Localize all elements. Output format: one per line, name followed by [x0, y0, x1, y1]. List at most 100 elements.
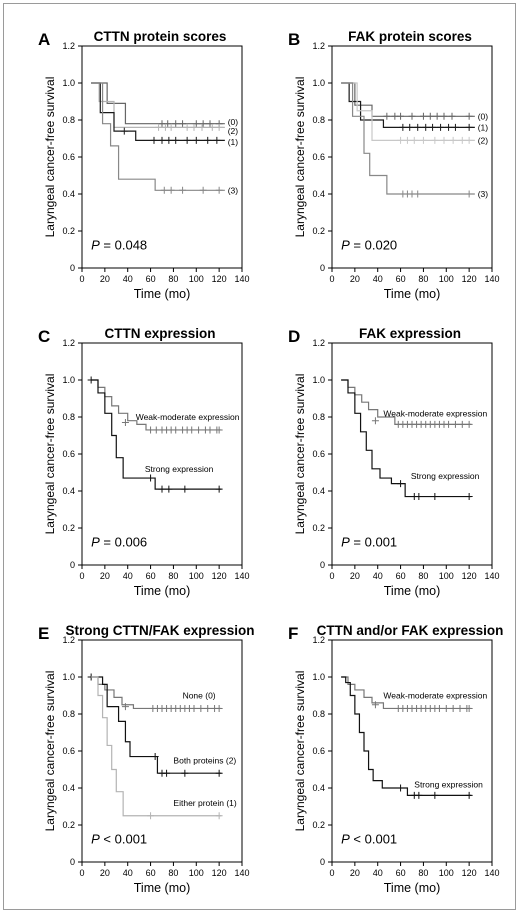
censor-mark [206, 426, 214, 434]
y-tick-label: 0.6 [62, 449, 75, 459]
y-tick-label: 0 [320, 560, 325, 570]
x-tick-label: 100 [189, 868, 204, 878]
censor-mark [408, 112, 416, 120]
series-label: (1) [478, 122, 489, 132]
censor-mark [181, 485, 189, 493]
y-tick-label: 1.0 [62, 672, 75, 682]
y-tick-label: 1.0 [62, 375, 75, 385]
p-value-text: < 0.001 [100, 832, 147, 847]
censor-mark [198, 123, 206, 131]
x-tick-label: 80 [418, 868, 428, 878]
p-value-text: = 0.048 [100, 238, 147, 253]
series-label: (3) [478, 189, 489, 199]
censor-mark [190, 123, 198, 131]
x-tick-label: 80 [418, 571, 428, 581]
x-tick-label: 20 [100, 868, 110, 878]
censor-mark [442, 704, 450, 712]
censor-mark [204, 704, 212, 712]
chart-title: CTTN protein scores [94, 29, 227, 44]
y-tick-label: 0.8 [62, 709, 75, 719]
y-tick-label: 1.2 [312, 635, 325, 645]
chart-svg: F CTTN and/or FAK expression 0 0.2 0.4 0.6 0.8… [288, 623, 504, 895]
x-tick-label: 140 [484, 274, 499, 284]
p-value: P = 0.001 [341, 535, 397, 550]
censor-mark [190, 704, 198, 712]
censor-mark [215, 123, 223, 131]
censor-mark [445, 123, 453, 131]
panel-a: A CTTN protein scores 0 0.2 0.4 0.6 0.8 1.0 1.2 0… [12, 8, 262, 301]
series-label: Either protein (1) [173, 798, 236, 808]
censor-mark [431, 493, 439, 501]
censor-mark [167, 186, 175, 194]
censor-mark [163, 769, 171, 777]
y-tick-label: 1.2 [62, 41, 75, 51]
censor-mark [465, 136, 473, 144]
chart-svg: B FAK protein scores 0 0.2 0.4 0.6 0.8 1.0 1.2 0 2… [288, 29, 500, 301]
censor-mark [204, 136, 212, 144]
censor-mark [167, 123, 175, 131]
x-tick-label: 20 [350, 571, 360, 581]
censor-mark [465, 123, 473, 131]
x-axis-label: Time (mo) [134, 287, 190, 301]
chart-title: CTTN and/or FAK expression [317, 623, 504, 638]
chart-title: CTTN expression [104, 326, 215, 341]
series-label: (2) [478, 135, 489, 145]
x-tick-label: 40 [373, 868, 383, 878]
plot-frame [81, 342, 243, 566]
censor-mark [172, 120, 180, 128]
censor-mark [414, 123, 422, 131]
series-label: Strong expression [411, 471, 480, 481]
censor-mark [206, 120, 214, 128]
series-label: Weak-moderate expression [136, 412, 240, 422]
censor-mark [435, 704, 443, 712]
censor-mark [448, 112, 456, 120]
censor-mark [150, 136, 158, 144]
y-axis-label: Laryngeal cancer-free survival [293, 77, 307, 238]
censor-mark [383, 112, 391, 120]
censor-mark [419, 112, 427, 120]
censor-mark [120, 127, 128, 135]
chart-title: Strong CTTN/FAK expression [65, 623, 254, 638]
y-tick-label: 0.2 [312, 820, 325, 830]
censor-mark [419, 136, 427, 144]
x-tick-label: 40 [123, 868, 133, 878]
survival-curve [341, 379, 472, 425]
x-tick-label: 120 [212, 274, 227, 284]
panel-d: D FAK expression 0 0.2 0.4 0.6 0.8 1.0 1.2 0 20 40 6… [262, 305, 512, 598]
y-tick-label: 0.8 [62, 115, 75, 125]
p-value-prefix: P [341, 832, 350, 847]
censor-mark [437, 123, 445, 131]
x-tick-label: 20 [350, 274, 360, 284]
panel-b: B FAK protein scores 0 0.2 0.4 0.6 0.8 1.0 1.2 0 2… [262, 8, 512, 301]
censor-mark [164, 120, 172, 128]
censor-mark [397, 112, 405, 120]
x-tick-label: 0 [79, 868, 84, 878]
x-tick-label: 100 [439, 571, 454, 581]
censor-mark [458, 420, 466, 428]
censor-mark [451, 420, 459, 428]
censor-mark [172, 426, 180, 434]
censor-mark [213, 136, 221, 144]
y-tick-label: 0.6 [312, 746, 325, 756]
p-value-prefix: P [91, 832, 100, 847]
censor-mark [465, 704, 473, 712]
p-value: P < 0.001 [341, 832, 397, 847]
survival-curve [91, 676, 222, 817]
p-value-text: < 0.001 [350, 832, 397, 847]
censor-mark [183, 136, 191, 144]
x-axis-label: Time (mo) [384, 881, 440, 895]
x-tick-label: 100 [189, 571, 204, 581]
panel-f: F CTTN and/or FAK expression 0 0.2 0.4 0.6 0.8… [262, 602, 512, 895]
series-label: (3) [228, 185, 239, 195]
plot-frame [81, 639, 243, 863]
chart-svg: C CTTN expression 0 0.2 0.4 0.6 0.8 1.0 1.2 0 20 40… [38, 326, 250, 598]
plot-frame [331, 45, 493, 269]
censor-mark [121, 703, 129, 711]
x-tick-label: 100 [439, 274, 454, 284]
censor-mark [215, 704, 223, 712]
censor-mark [371, 701, 379, 709]
series-label: (0) [228, 117, 239, 127]
panel-letter: B [288, 30, 300, 49]
y-tick-label: 0.2 [62, 226, 75, 236]
x-tick-label: 60 [396, 571, 406, 581]
